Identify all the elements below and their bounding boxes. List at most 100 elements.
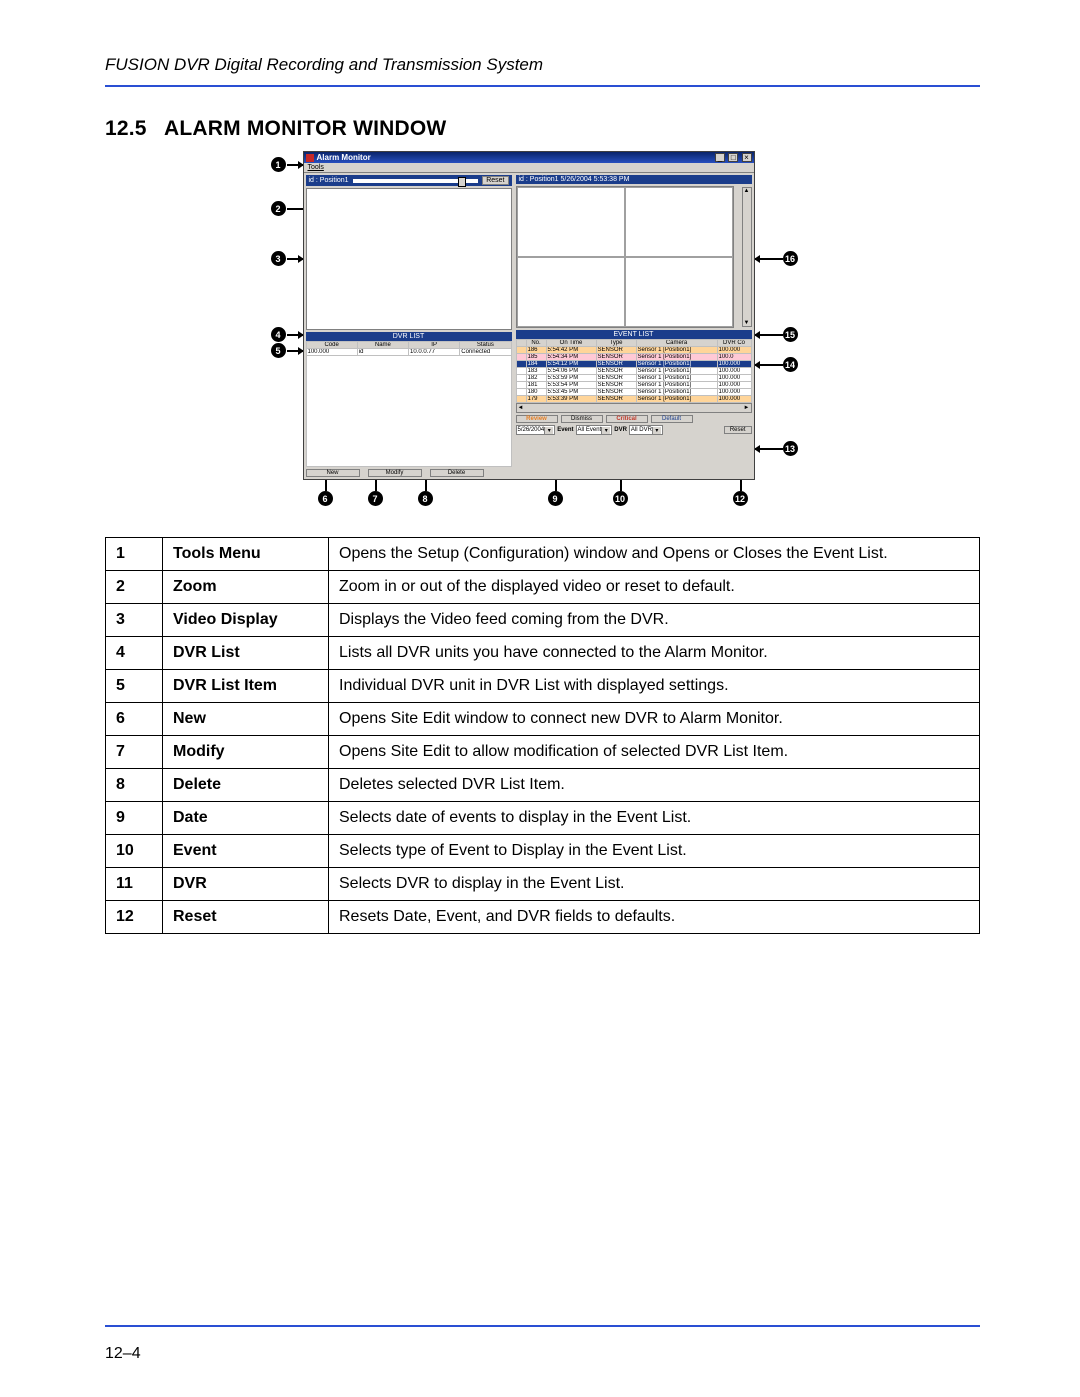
bottom-rule xyxy=(105,1325,980,1327)
event-row[interactable]: 1805:53:45 PMSENSORSensor 1 [Position1]1… xyxy=(516,389,751,396)
minimize-button[interactable]: _ xyxy=(715,153,725,162)
zoom-slider[interactable] xyxy=(353,179,479,183)
event-row[interactable]: 1825:53:59 PMSENSORSensor 1 [Position1]1… xyxy=(516,375,751,382)
callout-13-arrow xyxy=(755,448,783,450)
default-toggle[interactable]: Default xyxy=(651,415,693,423)
event-cell: 5:54:06 PM xyxy=(546,368,596,375)
event-col-type[interactable]: Type xyxy=(596,340,636,347)
playback-info: id : Position1 5/26/2004 5:53:38 PM xyxy=(516,175,752,184)
desc-name: Tools Menu xyxy=(163,538,329,571)
new-button[interactable]: New xyxy=(306,469,360,477)
event-cell: 100.000 xyxy=(717,361,751,368)
event-cell: Sensor 1 [Position1] xyxy=(636,347,717,354)
desc-name: Zoom xyxy=(163,571,329,604)
callout-4: 4 xyxy=(271,327,286,342)
zoom-reset-button[interactable]: Reset xyxy=(482,176,508,185)
desc-row: 11DVRSelects DVR to display in the Event… xyxy=(106,868,980,901)
dismiss-toggle[interactable]: Dismiss xyxy=(561,415,603,423)
event-cell: 100.000 xyxy=(717,389,751,396)
desc-number: 5 xyxy=(106,670,163,703)
event-cell: Sensor 1 [Position1] xyxy=(636,354,717,361)
dvr-status: Connected xyxy=(460,349,511,356)
callout-8: 8 xyxy=(418,491,433,506)
desc-text: Deletes selected DVR List Item. xyxy=(329,769,980,802)
close-button[interactable]: × xyxy=(742,153,752,162)
event-row[interactable]: 1845:54:12 PMSENSORSensor 1 [Position1]1… xyxy=(516,361,751,368)
reset-button[interactable]: Reset xyxy=(724,426,752,434)
desc-text: Opens the Setup (Configuration) window a… xyxy=(329,538,980,571)
callout-15: 15 xyxy=(783,327,798,342)
desc-name: DVR List Item xyxy=(163,670,329,703)
desc-number: 6 xyxy=(106,703,163,736)
event-row[interactable]: 1865:54:42 PMSENSORSensor 1 [Position1]1… xyxy=(516,347,751,354)
event-cell: 181 xyxy=(526,382,546,389)
dvr-col-code[interactable]: Code xyxy=(306,342,357,349)
dvr-col-ip[interactable]: IP xyxy=(409,342,460,349)
event-col-dvr[interactable]: DVR Co xyxy=(717,340,751,347)
event-col-time[interactable]: On Time xyxy=(546,340,596,347)
desc-text: Selects type of Event to Display in the … xyxy=(329,835,980,868)
event-cell: SENSOR xyxy=(596,347,636,354)
event-col-blank xyxy=(516,340,526,347)
date-combo[interactable]: 5/26/2004▾ xyxy=(516,425,556,435)
event-cell: SENSOR xyxy=(596,382,636,389)
desc-row: 2ZoomZoom in or out of the displayed vid… xyxy=(106,571,980,604)
event-cell xyxy=(516,396,526,403)
event-row[interactable]: 1815:53:54 PMSENSORSensor 1 [Position1]1… xyxy=(516,382,751,389)
event-combo[interactable]: All Event▾ xyxy=(576,425,613,435)
event-cell: 180 xyxy=(526,389,546,396)
section-number: 12.5 xyxy=(105,117,147,140)
desc-row: 10EventSelects type of Event to Display … xyxy=(106,835,980,868)
event-list-header: EVENT LIST xyxy=(516,330,752,339)
event-col-camera[interactable]: Camera xyxy=(636,340,717,347)
playback-scrollbar[interactable] xyxy=(742,187,752,327)
dvr-combo[interactable]: All DVR▾ xyxy=(629,425,663,435)
desc-name: Event xyxy=(163,835,329,868)
window-buttons: _ □ × xyxy=(714,153,751,162)
callout-1-arrow xyxy=(287,164,303,166)
desc-number: 1 xyxy=(106,538,163,571)
dvr-list-table: Code Name IP Status 100.000 id 10.0.0.77… xyxy=(306,341,512,356)
event-cell: Sensor 1 [Position1] xyxy=(636,368,717,375)
event-cell: 5:53:59 PM xyxy=(546,375,596,382)
event-hscroll[interactable] xyxy=(516,403,752,413)
callout-6: 6 xyxy=(318,491,333,506)
event-cell: SENSOR xyxy=(596,396,636,403)
alarm-monitor-window: Alarm Monitor _ □ × Tools id : Position1… xyxy=(303,151,755,480)
event-cell: 5:54:12 PM xyxy=(546,361,596,368)
modify-button[interactable]: Modify xyxy=(368,469,422,477)
desc-row: 6NewOpens Site Edit window to connect ne… xyxy=(106,703,980,736)
event-cell: Sensor 1 [Position1] xyxy=(636,382,717,389)
dvr-list-row[interactable]: 100.000 id 10.0.0.77 Connected xyxy=(306,349,511,356)
desc-row: 12ResetResets Date, Event, and DVR field… xyxy=(106,901,980,934)
event-cell: Sensor 1 [Position1] xyxy=(636,361,717,368)
event-cell xyxy=(516,354,526,361)
event-cell xyxy=(516,347,526,354)
desc-row: 1Tools MenuOpens the Setup (Configuratio… xyxy=(106,538,980,571)
critical-toggle[interactable]: Critical xyxy=(606,415,648,423)
event-cell: 5:53:39 PM xyxy=(546,396,596,403)
event-col-no[interactable]: No. xyxy=(526,340,546,347)
callout-16: 16 xyxy=(783,251,798,266)
event-row[interactable]: 1795:53:39 PMSENSORSensor 1 [Position1]1… xyxy=(516,396,751,403)
dvr-col-status[interactable]: Status xyxy=(460,342,511,349)
callout-13: 13 xyxy=(783,441,798,456)
delete-button[interactable]: Delete xyxy=(430,469,484,477)
maximize-button[interactable]: □ xyxy=(728,153,738,162)
tools-menu[interactable]: Tools xyxy=(308,164,324,171)
event-row[interactable]: 1835:54:06 PMSENSORSensor 1 [Position1]1… xyxy=(516,368,751,375)
window-titlebar[interactable]: Alarm Monitor _ □ × xyxy=(304,152,754,163)
dvr-col-name[interactable]: Name xyxy=(357,342,408,349)
desc-name: DVR List xyxy=(163,637,329,670)
desc-name: Date xyxy=(163,802,329,835)
dvr-ip: 10.0.0.77 xyxy=(409,349,460,356)
desc-number: 9 xyxy=(106,802,163,835)
video-display xyxy=(306,188,512,330)
event-row[interactable]: 1855:54:34 PMSENSORSensor 1 [Position1]1… xyxy=(516,354,751,361)
event-cell: 100.000 xyxy=(717,368,751,375)
event-cell: 183 xyxy=(526,368,546,375)
desc-name: DVR xyxy=(163,868,329,901)
desc-name: Video Display xyxy=(163,604,329,637)
review-toggle[interactable]: Review xyxy=(516,415,558,423)
event-cell xyxy=(516,361,526,368)
